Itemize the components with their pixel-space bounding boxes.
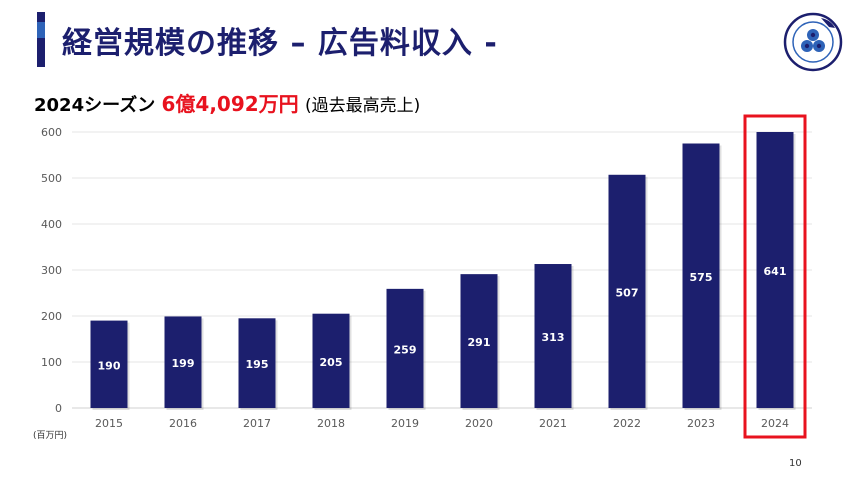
data-label: 195 bbox=[246, 358, 269, 371]
title-accent-bar bbox=[37, 12, 45, 67]
data-label: 190 bbox=[98, 359, 121, 372]
data-label: 205 bbox=[320, 356, 343, 369]
y-tick-label: 600 bbox=[41, 126, 62, 139]
club-emblem-logo bbox=[783, 12, 843, 72]
bar bbox=[164, 316, 202, 408]
revenue-note: (過去最高売上) bbox=[304, 96, 421, 116]
bar bbox=[460, 274, 498, 408]
y-tick-label: 0 bbox=[55, 402, 62, 415]
page-title: 経営規模の推移 – 広告料収入 - bbox=[62, 26, 498, 61]
data-label: 199 bbox=[172, 357, 195, 370]
y-tick-label: 500 bbox=[41, 172, 62, 185]
y-axis-unit-label: (百万円) bbox=[33, 430, 67, 441]
bar bbox=[534, 264, 572, 408]
x-tick-label: 2015 bbox=[95, 417, 123, 430]
bar bbox=[386, 288, 424, 408]
x-tick-label: 2023 bbox=[687, 417, 715, 430]
data-label: 641 bbox=[764, 265, 787, 278]
data-label: 313 bbox=[542, 331, 565, 344]
x-tick-label: 2017 bbox=[243, 417, 271, 430]
x-tick-label: 2021 bbox=[539, 417, 567, 430]
y-tick-label: 300 bbox=[41, 264, 62, 277]
x-tick-label: 2019 bbox=[391, 417, 419, 430]
data-label: 575 bbox=[690, 271, 713, 284]
x-tick-label: 2020 bbox=[465, 417, 493, 430]
revenue-highlight: 6億4,092万円 bbox=[161, 92, 299, 116]
y-tick-label: 200 bbox=[41, 310, 62, 323]
title-accent-highlight bbox=[37, 22, 45, 38]
x-tick-label: 2024 bbox=[761, 417, 789, 430]
data-label: 507 bbox=[616, 286, 639, 299]
revenue-summary: 2024シーズン 6億4,092万円 (過去最高売上) bbox=[34, 88, 420, 117]
highlight-box bbox=[743, 114, 807, 439]
x-tick-label: 2016 bbox=[169, 417, 197, 430]
bar bbox=[756, 132, 794, 408]
bar bbox=[90, 320, 128, 408]
page-number: 10 bbox=[789, 458, 802, 469]
y-tick-label: 400 bbox=[41, 218, 62, 231]
bar bbox=[312, 313, 350, 408]
bar bbox=[238, 318, 276, 408]
x-tick-label: 2018 bbox=[317, 417, 345, 430]
y-tick-label: 100 bbox=[41, 356, 62, 369]
data-label: 259 bbox=[394, 343, 417, 356]
season-label: 2024シーズン bbox=[34, 95, 156, 116]
bar bbox=[682, 143, 720, 408]
data-label: 291 bbox=[468, 336, 491, 349]
bar bbox=[608, 174, 646, 408]
x-tick-label: 2022 bbox=[613, 417, 641, 430]
